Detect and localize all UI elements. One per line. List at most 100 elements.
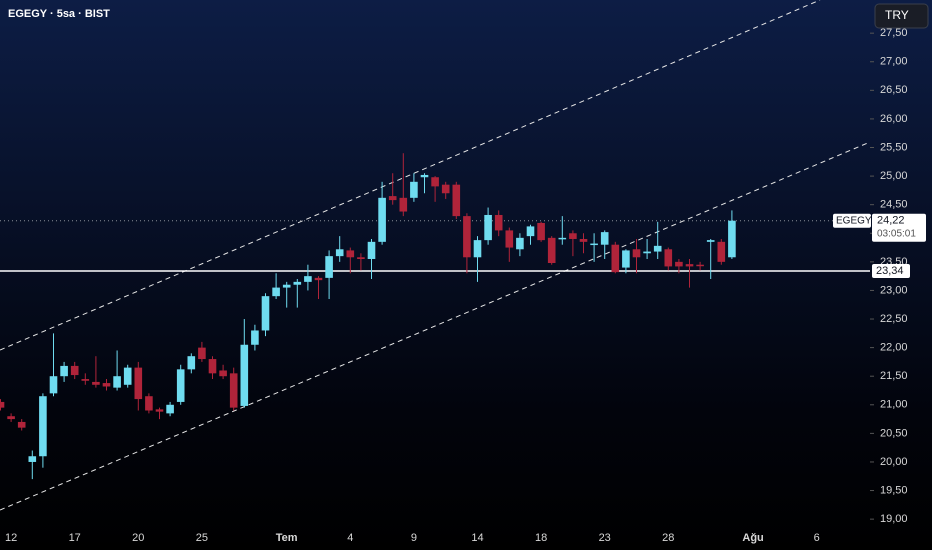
last-price-label: 24,22 — [877, 215, 905, 227]
y-tick-label: 22,50 — [880, 313, 908, 325]
y-tick-label: 27,50 — [880, 27, 908, 39]
countdown-label: 03:05:01 — [877, 228, 916, 239]
candle-body — [293, 281, 302, 285]
candle-body — [494, 214, 503, 231]
candle-body — [134, 367, 143, 400]
candle-body — [70, 365, 79, 376]
x-tick-label: 12 — [5, 532, 17, 544]
x-tick-label: 25 — [196, 532, 208, 544]
chart-title: EGEGY · 5sa · BIST — [8, 8, 110, 20]
candle-body — [335, 249, 344, 257]
candle-body — [600, 232, 609, 245]
y-tick-label: 22,00 — [880, 342, 908, 354]
candle-body — [431, 177, 439, 187]
y-tick-label: 25,50 — [880, 141, 908, 153]
candle-body — [102, 383, 111, 387]
channel-upper — [0, 0, 821, 351]
last-price-box — [872, 213, 926, 242]
x-tick-label: 4 — [347, 532, 353, 544]
candle-body — [346, 250, 355, 258]
candle-body — [145, 396, 153, 411]
candle-body — [282, 284, 291, 288]
x-tick-label: 14 — [471, 532, 483, 544]
y-tick-label: 21,50 — [880, 370, 908, 382]
candle-body — [441, 184, 450, 194]
candle-body — [187, 356, 196, 370]
plot — [0, 153, 870, 480]
candle-body — [473, 240, 482, 258]
candle-body — [208, 359, 217, 374]
candle-body — [272, 287, 280, 297]
candle-body — [240, 344, 249, 406]
candle-body — [675, 261, 683, 267]
candle-body — [219, 370, 227, 377]
x-tick-label: 17 — [69, 532, 81, 544]
price-line-box — [872, 264, 910, 279]
candle-body — [81, 379, 90, 381]
candle-body — [526, 226, 535, 237]
y-tick-label: 26,00 — [880, 113, 908, 125]
candle-body — [261, 296, 270, 331]
price-line-label: 23,34 — [876, 265, 904, 277]
y-tick-label: 23,00 — [880, 284, 908, 296]
x-tick-label: 23 — [599, 532, 611, 544]
candle-body — [251, 330, 259, 345]
candle-body — [728, 220, 736, 258]
candle-body — [357, 257, 365, 259]
y-tick-label: 25,00 — [880, 170, 908, 182]
candle-body — [632, 249, 641, 258]
candle-body — [410, 181, 418, 198]
candle-body — [367, 241, 376, 259]
y-tick-label: 19,50 — [880, 484, 908, 496]
x-tick-label: 6 — [814, 532, 820, 544]
candle-body — [420, 174, 429, 178]
candle-body — [664, 249, 673, 267]
candle-body — [166, 404, 174, 414]
candle-body — [60, 365, 68, 377]
y-tick-label: 26,50 — [880, 84, 908, 96]
candle-body — [123, 367, 132, 385]
candle-body — [579, 238, 588, 242]
y-tick-label: 20,00 — [880, 456, 908, 468]
y-tick-label: 20,50 — [880, 427, 908, 439]
candle-body — [176, 369, 185, 402]
candle-body — [388, 196, 397, 201]
candle-body — [325, 256, 333, 278]
candle-body — [569, 233, 577, 239]
candle-body — [28, 456, 37, 462]
y-tick-label: 21,00 — [880, 399, 908, 411]
channel — [0, 0, 870, 511]
y-tick-label: 19,00 — [880, 513, 908, 525]
candle-body — [452, 184, 461, 217]
candle-body — [229, 373, 238, 408]
candle-body — [49, 376, 58, 394]
candle-body — [463, 216, 471, 258]
currency-label[interactable]: TRY — [885, 8, 909, 22]
candle-body — [304, 276, 312, 282]
candle-body — [643, 251, 651, 254]
candle-body — [547, 237, 556, 263]
candle-body — [516, 237, 524, 250]
currency-button[interactable] — [874, 3, 929, 29]
x-tick-label: Ağu — [742, 532, 763, 544]
candle-body — [622, 250, 630, 268]
candle-body — [505, 230, 514, 248]
candle-body — [399, 197, 408, 212]
candle-body — [378, 197, 386, 242]
candle-body — [314, 277, 323, 281]
candle-body — [155, 409, 164, 412]
candle-body — [92, 381, 100, 385]
symbol-label: EGEGY — [836, 215, 872, 226]
x-tick-label: Tem — [276, 532, 298, 544]
y-tick-label: 27,00 — [880, 56, 908, 68]
candle-body — [706, 240, 715, 242]
candle-body — [113, 376, 121, 388]
x-tick-label: 20 — [132, 532, 144, 544]
candle-body — [484, 214, 492, 241]
channel-lower — [0, 141, 870, 511]
x-tick-label: 9 — [411, 532, 417, 544]
candle-body — [39, 396, 47, 457]
x-tick-label: 28 — [662, 532, 674, 544]
